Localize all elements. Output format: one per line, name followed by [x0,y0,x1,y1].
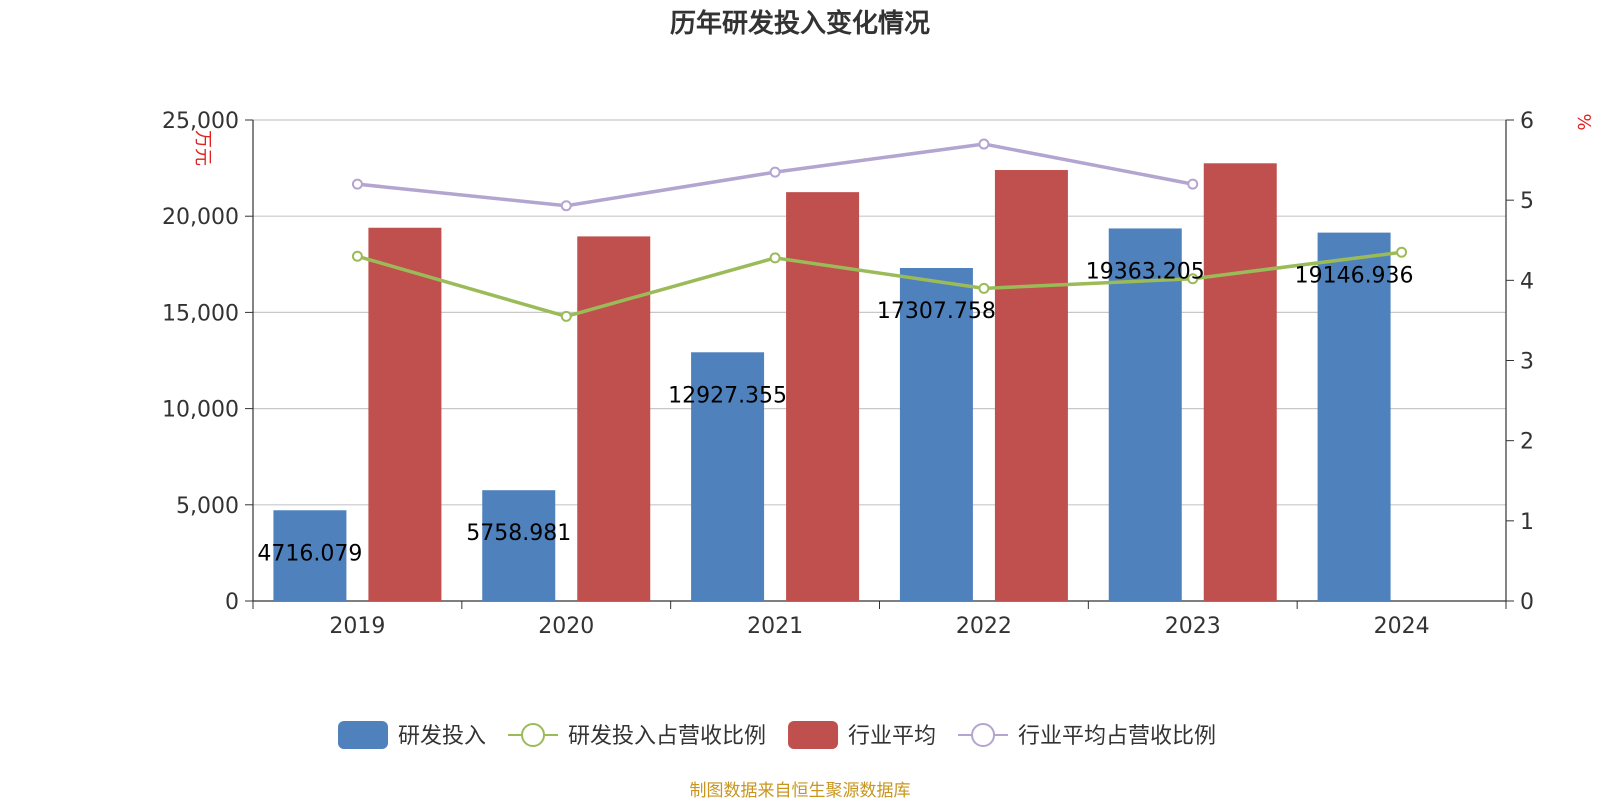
y-right-tick-label: 1 [1520,510,1534,535]
legend-swatch [788,721,839,749]
legend-swatch-marker [521,723,546,747]
grid [253,119,1506,506]
legend-label: 研发投入 [398,724,486,749]
legend-swatch-marker [971,723,996,747]
y-right-tick-label: 3 [1520,350,1534,375]
series-line [356,250,1402,319]
bar [1108,228,1182,601]
axes: 0 5,000 10,000 15,000 20,000 25,000 0 1 2 3 4 5 6 201… [162,109,1534,639]
y-left-unit: 万元 [192,130,213,166]
bar [899,267,973,601]
data-point [1187,273,1199,285]
data-label: 5758.981 [466,521,571,546]
data-label: 4716.079 [257,541,362,566]
x-tick-label: 2022 [956,614,1012,639]
data-point [351,250,363,262]
data-label: 19146.936 [1295,264,1414,289]
data-point [560,200,572,212]
y-left-tick-label: 5,000 [176,494,239,519]
data-point [978,138,990,150]
x-tick-label: 2023 [1165,614,1221,639]
x-tick-label: 2019 [329,614,385,639]
data-label: 19363.205 [1086,259,1205,284]
data-point [351,178,363,190]
bar [1203,163,1277,602]
data-point [978,282,990,294]
data-point [769,252,781,264]
lines [351,138,1408,322]
x-tick-label: 2021 [747,614,803,639]
y-left-tick-label: 25,000 [162,109,239,134]
bar [691,352,765,601]
bar [994,170,1068,602]
data-labels: 4716.079 5758.981 12927.355 17307.758 19363.… [257,259,1413,566]
legend: 研发投入 研发投入占营收比例 行业平均 行业平均占营收比例 [338,721,1216,749]
source-note: 制图数据来自恒生聚源数据库 [690,781,911,800]
bar [368,227,442,601]
bar [786,192,860,601]
legend-swatch [338,721,388,749]
y-left-tick-label: 20,000 [162,205,239,230]
bar [1317,232,1391,601]
data-point [769,166,781,178]
bar [577,236,651,602]
bar [273,510,347,601]
y-left-tick-label: 0 [225,590,239,615]
data-label: 17307.758 [877,299,996,324]
y-right-tick-label: 4 [1520,269,1534,294]
y-right-tick-label: 0 [1520,590,1534,615]
y-right-tick-label: 2 [1520,430,1534,455]
legend-label: 行业平均占营收比例 [1018,724,1216,749]
data-label: 12927.355 [668,383,787,408]
y-left-tick-label: 15,000 [162,301,239,326]
x-tick-label: 2024 [1374,614,1430,639]
legend-label: 研发投入占营收比例 [568,724,766,749]
data-point [1187,178,1199,190]
chart-title: 历年研发投入变化情况 [670,8,930,39]
bars [273,163,1391,602]
legend-label: 行业平均 [848,724,936,749]
y-left-tick-label: 10,000 [162,398,239,423]
data-point [560,310,572,322]
x-tick-label: 2020 [538,614,594,639]
y-right-tick-label: 5 [1520,189,1534,214]
y-right-tick-label: 6 [1520,109,1534,134]
data-point [1396,246,1408,258]
y-right-unit: % [1573,113,1594,130]
bar [482,490,556,601]
